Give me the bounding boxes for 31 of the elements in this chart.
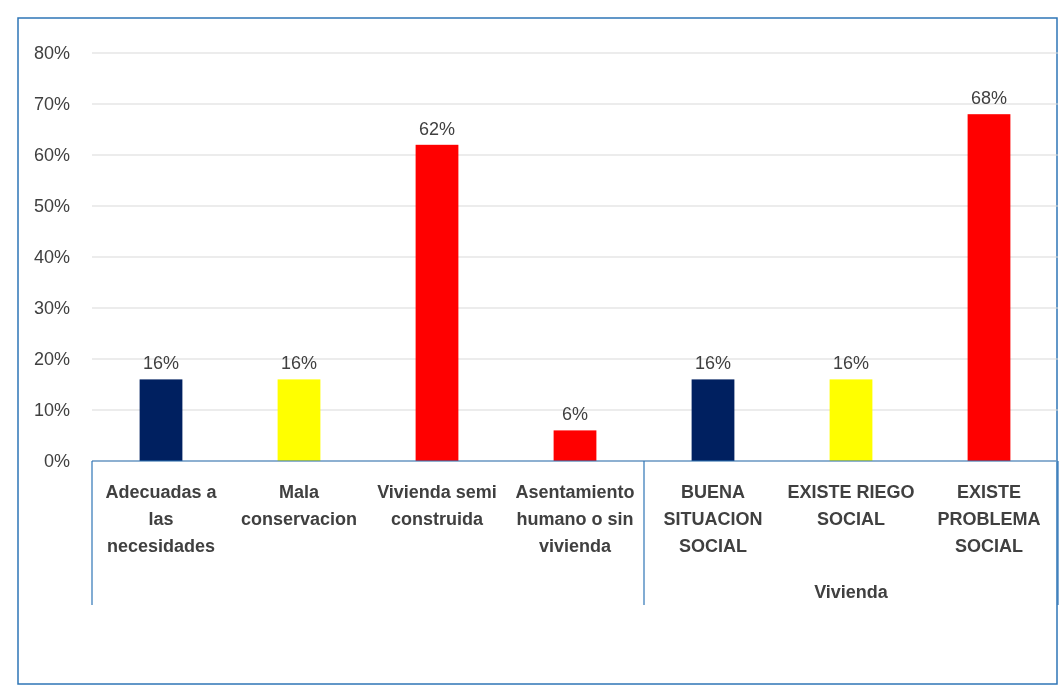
bar [967,114,1011,461]
x-tick-label: BUENA SITUACION SOCIAL [663,482,763,556]
x-tick-label: Adecuadas a las necesidades [105,482,218,556]
data-label: 16% [694,353,732,374]
y-tick-label: 20% [33,349,70,370]
bar [277,379,321,461]
x-tick-label: Asentamiento humano o sin vivienda [515,482,635,556]
data-label: 16% [280,353,318,374]
bar [139,379,183,461]
y-tick-label: 30% [33,298,70,319]
data-label: 16% [832,353,870,374]
y-tick-label: 80% [33,43,70,64]
bar [829,379,873,461]
data-label: 62% [418,118,456,139]
y-tick-label: 10% [33,400,70,421]
x-tick-label: Mala conservacion [240,482,358,529]
data-label: 16% [142,353,180,374]
bar [415,144,459,461]
y-tick-label: 0% [43,451,70,472]
x-tick-label: Vivienda semi construida [377,482,497,529]
data-label: 68% [970,88,1008,109]
data-label: 6% [561,404,589,425]
y-tick-label: 50% [33,196,70,217]
y-tick-label: 40% [33,247,70,268]
bar [691,379,735,461]
x-tick-label: EXISTE RIEGO SOCIAL [787,482,915,529]
x-tick-label: EXISTE PROBLEMA SOCIAL [937,482,1041,556]
y-tick-label: 60% [33,145,70,166]
text: Vivienda [814,582,889,602]
bar [553,430,597,461]
y-tick-label: 70% [33,94,70,115]
